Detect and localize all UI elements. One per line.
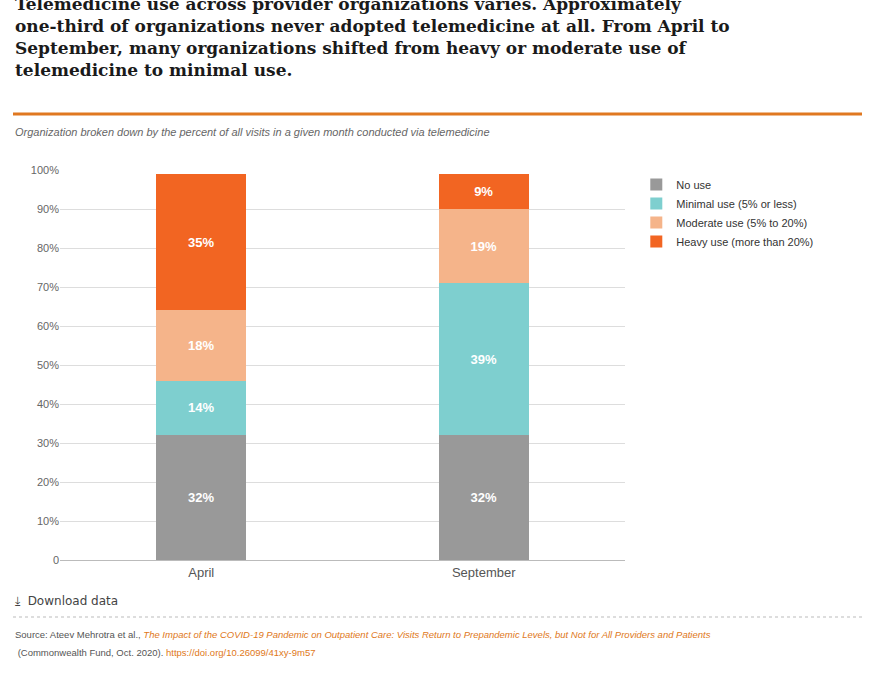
- svg-text:⤓ Download data: ⤓ Download data: [15, 594, 118, 608]
- svg-text:39%: 39%: [471, 352, 497, 367]
- svg-text:18%: 18%: [188, 338, 214, 353]
- svg-text:September: September: [452, 565, 516, 580]
- svg-text:35%: 35%: [188, 235, 214, 250]
- svg-text:April: April: [188, 565, 214, 580]
- svg-text:100%: 100%: [31, 164, 59, 176]
- svg-text:9%: 9%: [474, 184, 493, 199]
- svg-text:80%: 80%: [37, 242, 59, 254]
- svg-text:32%: 32%: [188, 490, 214, 505]
- svg-text:19%: 19%: [471, 239, 497, 254]
- svg-text:20%: 20%: [37, 476, 59, 488]
- svg-text:70%: 70%: [37, 281, 59, 293]
- svg-text:14%: 14%: [188, 400, 214, 415]
- svg-text:30%: 30%: [37, 437, 59, 449]
- svg-text:10%: 10%: [37, 515, 59, 527]
- svg-text:Source: Ateev Mehrotra et al.,: Source: Ateev Mehrotra et al., The Impac…: [15, 629, 711, 640]
- svg-text:Minimal use (5% or less): Minimal use (5% or less): [676, 198, 796, 210]
- svg-text:Telemedicine use across provid: Telemedicine use across provider organiz…: [15, 0, 730, 80]
- svg-text:40%: 40%: [37, 398, 59, 410]
- svg-text:Heavy use (more than 20%): Heavy use (more than 20%): [676, 236, 813, 248]
- svg-text:Moderate use (5% to 20%): Moderate use (5% to 20%): [676, 217, 807, 229]
- svg-text:60%: 60%: [37, 320, 59, 332]
- svg-text:No use: No use: [676, 179, 711, 191]
- svg-text:50%: 50%: [37, 359, 59, 371]
- svg-text:(Commonwealth Fund, Oct. 2020): (Commonwealth Fund, Oct. 2020). https://…: [15, 647, 315, 658]
- svg-text:32%: 32%: [471, 490, 497, 505]
- svg-text:Organization broken down by th: Organization broken down by the percent …: [15, 126, 490, 138]
- svg-text:0: 0: [53, 554, 59, 566]
- svg-text:90%: 90%: [37, 203, 59, 215]
